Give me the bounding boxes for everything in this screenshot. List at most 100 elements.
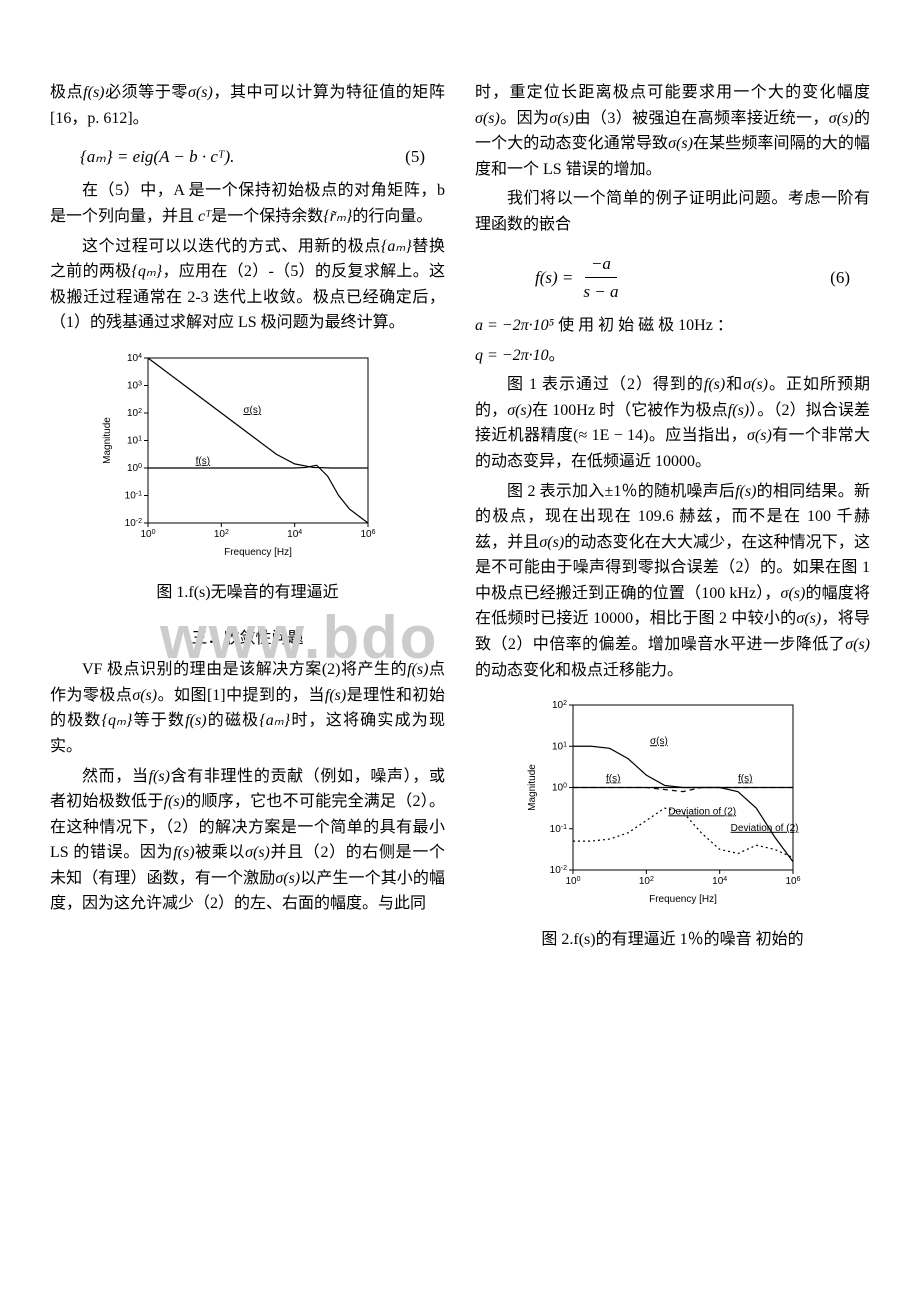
- svg-text:102: 102: [638, 876, 653, 888]
- equation-5: {aₘ} = eig(A − b · cᵀ). (5): [50, 135, 445, 178]
- equation-a: a = −2π·10⁵ 使 用 初 始 磁 极 10Hz ：: [475, 313, 870, 339]
- inline-math-am: {aₘ}: [381, 238, 412, 255]
- inline-math-fs: f(s): [185, 712, 206, 729]
- inline-math-sigma: σ(s): [829, 110, 854, 127]
- inline-math-fs: f(s): [83, 84, 104, 101]
- text: 必须等于零: [105, 84, 189, 101]
- figure-2-caption: 图 2.f(s)的有理逼近 1％的噪音 初始的: [475, 927, 870, 953]
- left-column: 极点f(s)必须等于零σ(s)，其中可以计算为特征值的矩阵[16，p. 612]…: [50, 80, 445, 1262]
- eq-a-body: a = −2π·10⁵: [475, 317, 554, 334]
- svg-text:100: 100: [551, 782, 566, 794]
- inline-math-sigma: σ(s): [743, 376, 768, 393]
- inline-math-sigma: σ(s): [796, 610, 821, 627]
- inline-math-sigma: σ(s): [132, 687, 157, 704]
- text: 的行向量。: [352, 208, 432, 225]
- inline-math-cT: cᵀ: [198, 208, 211, 225]
- two-column-layout: 极点f(s)必须等于零σ(s)，其中可以计算为特征值的矩阵[16，p. 612]…: [50, 80, 870, 1262]
- text: 时，重定位长距离极点可能要求用一个大的变化幅度: [475, 84, 870, 101]
- inline-math-fs: f(s): [149, 768, 170, 785]
- text: 使 用 初 始 磁 极 10Hz ：: [554, 317, 733, 334]
- section-3-title: 三．收敛性问题: [50, 626, 445, 652]
- para-l1: 极点f(s)必须等于零σ(s)，其中可以计算为特征值的矩阵[16，p. 612]…: [50, 80, 445, 131]
- text: 图 1 表示通过（2）得到的: [507, 376, 704, 393]
- inline-math-sigma: σ(s): [845, 636, 870, 653]
- text: 等于数: [132, 712, 185, 729]
- svg-text:Magnitude: Magnitude: [527, 764, 538, 811]
- para-l5: 然而，当f(s)含有非理性的贡献（例如，噪声），或者初始极数低于f(s)的顺序，…: [50, 764, 445, 918]
- inline-math-sigma: σ(s): [507, 402, 532, 419]
- eq6-denominator: s − a: [577, 278, 624, 305]
- inline-math-qm: {qₘ}: [102, 712, 133, 729]
- text: 被乘以: [195, 844, 246, 861]
- inline-math-am: {aₘ}: [259, 712, 290, 729]
- inline-math-qm: {qₘ}: [131, 263, 162, 280]
- svg-text:Deviation of (2): Deviation of (2): [668, 807, 736, 818]
- text: 。因为: [500, 110, 550, 127]
- svg-text:Frequency [Hz]: Frequency [Hz]: [649, 894, 717, 905]
- figure-2-chart: 10010210410610-210-1100101102Frequency […: [523, 695, 823, 915]
- svg-text:10-2: 10-2: [549, 865, 566, 877]
- inline-math-fs: f(s): [728, 402, 749, 419]
- figure-1-chart: 10010210410610-210-1100101102103104Frequ…: [98, 348, 398, 568]
- text: 和: [725, 376, 743, 393]
- eq-q-body: q = −2π·10: [475, 347, 549, 364]
- svg-text:100: 100: [140, 528, 155, 540]
- para-l3: 这个过程可以以迭代的方式、用新的极点{aₘ}替换之前的两极{qₘ}，应用在（2）…: [50, 234, 445, 336]
- svg-text:106: 106: [785, 876, 800, 888]
- text: 由（3）被强迫在高频率接近统一，: [574, 110, 829, 127]
- inline-math-sigma: σ(s): [539, 534, 564, 551]
- eq6-numerator: −a: [585, 250, 617, 278]
- svg-text:102: 102: [126, 407, 141, 419]
- svg-text:103: 103: [126, 380, 141, 392]
- text: 。如图[1]中提到的，当: [157, 687, 325, 704]
- para-r1: 时，重定位长距离极点可能要求用一个大的变化幅度σ(s)。因为σ(s)由（3）被强…: [475, 80, 870, 182]
- inline-math-fs: f(s): [407, 661, 428, 678]
- inline-math-fs: f(s): [735, 483, 756, 500]
- inline-math-fs: f(s): [325, 687, 346, 704]
- inline-math-rtilde: {r̃ₘ}: [323, 208, 352, 225]
- inline-math-fs: f(s): [704, 376, 725, 393]
- equation-6: f(s) = −a s − a (6): [475, 242, 870, 313]
- right-column: 时，重定位长距离极点可能要求用一个大的变化幅度σ(s)。因为σ(s)由（3）被强…: [475, 80, 870, 1262]
- svg-text:σ(s): σ(s): [650, 736, 668, 747]
- inline-math-sigma: σ(s): [549, 110, 574, 127]
- inline-math-sigma: σ(s): [747, 427, 772, 444]
- eq6-number: (6): [830, 264, 870, 291]
- para-l4: VF 极点识别的理由是该解决方案(2)将产生的f(s)点作为零极点σ(s)。如图…: [50, 657, 445, 759]
- svg-text:σ(s): σ(s): [243, 405, 261, 416]
- svg-text:f(s): f(s): [738, 774, 752, 785]
- text: 是一个保持余数: [211, 208, 323, 225]
- para-r3: 图 1 表示通过（2）得到的f(s)和σ(s)。正如所预期的，σ(s)在 100…: [475, 372, 870, 474]
- svg-text:100: 100: [565, 876, 580, 888]
- svg-text:106: 106: [360, 528, 375, 540]
- text: 。: [549, 347, 565, 364]
- para-r4: 图 2 表示加入±1％的随机噪声后f(s)的相同结果。新的极点，现在出现在 10…: [475, 479, 870, 684]
- svg-text:Magnitude: Magnitude: [102, 417, 113, 464]
- text: 极点: [50, 84, 83, 101]
- eq6-lhs: f(s) =: [535, 264, 573, 291]
- svg-text:10-1: 10-1: [549, 824, 566, 836]
- svg-text:102: 102: [551, 700, 566, 712]
- inline-math-fs: f(s): [173, 844, 194, 861]
- svg-text:10-1: 10-1: [124, 490, 141, 502]
- eq5-body: {aₘ} = eig(A − b · cᵀ).: [80, 143, 234, 170]
- para-r2: 我们将以一个简单的例子证明此问题。考虑一阶有理函数的嵌合: [475, 186, 870, 237]
- inline-math-sigma: σ(s): [781, 585, 806, 602]
- svg-text:10-2: 10-2: [124, 517, 141, 529]
- text: 的磁极: [207, 712, 260, 729]
- text: 的动态变化和极点迁移能力。: [475, 662, 683, 679]
- svg-text:100: 100: [126, 462, 141, 474]
- inline-math-approx: (≈ 1E − 14): [573, 427, 648, 444]
- text: 这个过程可以以迭代的方式、用新的极点: [82, 238, 381, 255]
- inline-math-sigma: σ(s): [275, 870, 300, 887]
- equation-q: q = −2π·10。: [475, 343, 870, 369]
- inline-math-sigma: σ(s): [668, 135, 693, 152]
- text: 在 100Hz 时（它被作为极点: [532, 402, 728, 419]
- svg-text:104: 104: [287, 528, 302, 540]
- text: 然而，当: [82, 768, 149, 785]
- figure-1-caption: 图 1.f(s)无噪音的有理逼近: [50, 580, 445, 606]
- svg-text:Frequency [Hz]: Frequency [Hz]: [224, 547, 292, 558]
- svg-text:101: 101: [551, 741, 566, 753]
- svg-text:f(s): f(s): [606, 774, 620, 785]
- inline-math-fs: f(s): [164, 793, 185, 810]
